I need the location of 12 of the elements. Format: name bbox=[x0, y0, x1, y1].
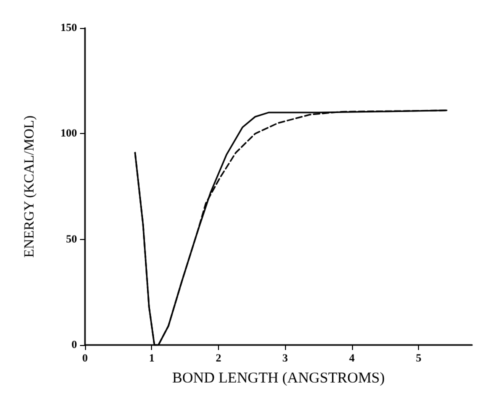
x-tick-label: 4 bbox=[349, 352, 356, 364]
x-tick-label: 0 bbox=[82, 352, 88, 364]
x-axis-title: BOND LENGTH (ANGSTROMS) bbox=[172, 370, 385, 386]
y-tick-label: 0 bbox=[72, 339, 78, 351]
x-tick-label: 3 bbox=[282, 352, 288, 364]
x-tick-label: 1 bbox=[148, 352, 154, 364]
x-tick-label: 5 bbox=[416, 352, 422, 364]
y-tick-label: 150 bbox=[60, 22, 78, 34]
y-tick-label: 100 bbox=[60, 128, 78, 140]
y-axis-title: ENERGY (KCAL/MOL) bbox=[22, 115, 38, 258]
x-tick-label: 2 bbox=[216, 352, 222, 364]
y-tick-label: 50 bbox=[66, 233, 78, 246]
